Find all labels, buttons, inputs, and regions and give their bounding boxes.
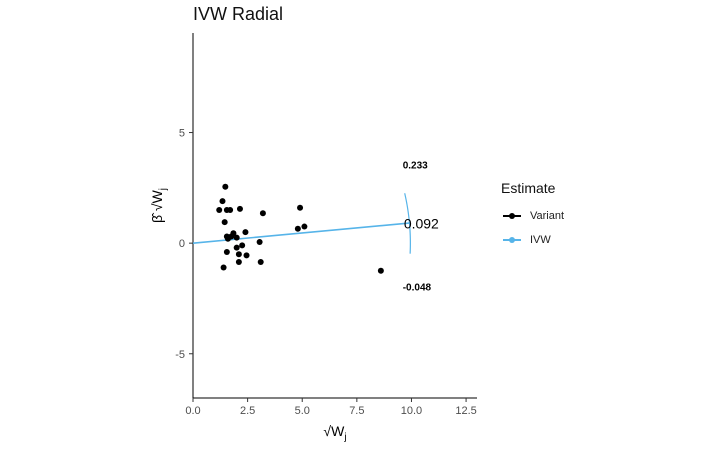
annotations: 0.233 0.092 -0.048 — [403, 161, 439, 294]
variant-point — [224, 235, 231, 242]
legend-title: Estimate — [501, 180, 556, 196]
variant-point — [259, 210, 266, 217]
legend-item-ivw: IVW — [501, 228, 564, 252]
axes — [192, 33, 477, 399]
variant-point — [297, 204, 304, 211]
x-tick-label: 0.0 — [185, 405, 200, 417]
variant-point — [227, 206, 234, 213]
legend-label-variant: Variant — [530, 210, 565, 222]
y-axis-title-sub: j — [158, 188, 169, 191]
legend-label-ivw: IVW — [530, 234, 551, 246]
y-tick-label: -5 — [175, 349, 185, 361]
y-tick-label: 5 — [179, 128, 185, 140]
y-axis-title-main: β̂ √W — [149, 189, 165, 223]
variant-point — [377, 267, 384, 274]
legend-key-ivw — [501, 234, 523, 246]
variant-point — [223, 249, 230, 255]
x-tick-label: 7.5 — [349, 405, 364, 417]
variant-point — [222, 183, 229, 190]
variant-point — [243, 252, 250, 259]
ivw-estimate-label: 0.092 — [404, 216, 439, 232]
x-tick-label: 12.5 — [455, 405, 476, 417]
variant-point — [233, 234, 240, 241]
arc-bound-label: 0.233 — [403, 161, 428, 172]
variant-point — [216, 206, 223, 213]
x-axis-title-main: √W — [323, 423, 345, 439]
y-axis-title: β̂ √Wj — [149, 188, 169, 223]
x-tick-label: 10.0 — [401, 405, 422, 417]
y-tick-label: 0 — [179, 238, 185, 250]
variant-point — [235, 251, 242, 258]
variant-point — [242, 229, 249, 236]
variant-point — [236, 205, 243, 212]
variant-point — [257, 258, 264, 265]
variant-point — [233, 244, 240, 251]
variant-point — [221, 219, 228, 226]
variant-point — [239, 242, 246, 249]
x-tick-label: 5.0 — [295, 405, 310, 417]
variant-point — [256, 239, 263, 246]
x-tick-label: 2.5 — [240, 405, 255, 417]
x-axis-title-sub: j — [343, 432, 346, 443]
variant-point — [235, 258, 242, 265]
legend-key-variant — [501, 210, 523, 222]
ticks: 0.0 2.5 5.0 7.5 10.0 12.5 -5 0 5 — [175, 128, 477, 417]
variant-point — [219, 198, 226, 205]
marks — [192, 183, 411, 274]
legend: Estimate Variant IVW — [501, 180, 564, 252]
x-axis-title: √Wj — [323, 423, 346, 443]
chart-title: IVW Radial — [193, 4, 284, 24]
arc-bound-label: -0.048 — [403, 282, 432, 293]
legend-item-variant: Variant — [501, 204, 564, 228]
variant-point — [220, 264, 227, 271]
variant-point — [301, 223, 308, 230]
variant-point — [294, 225, 301, 232]
